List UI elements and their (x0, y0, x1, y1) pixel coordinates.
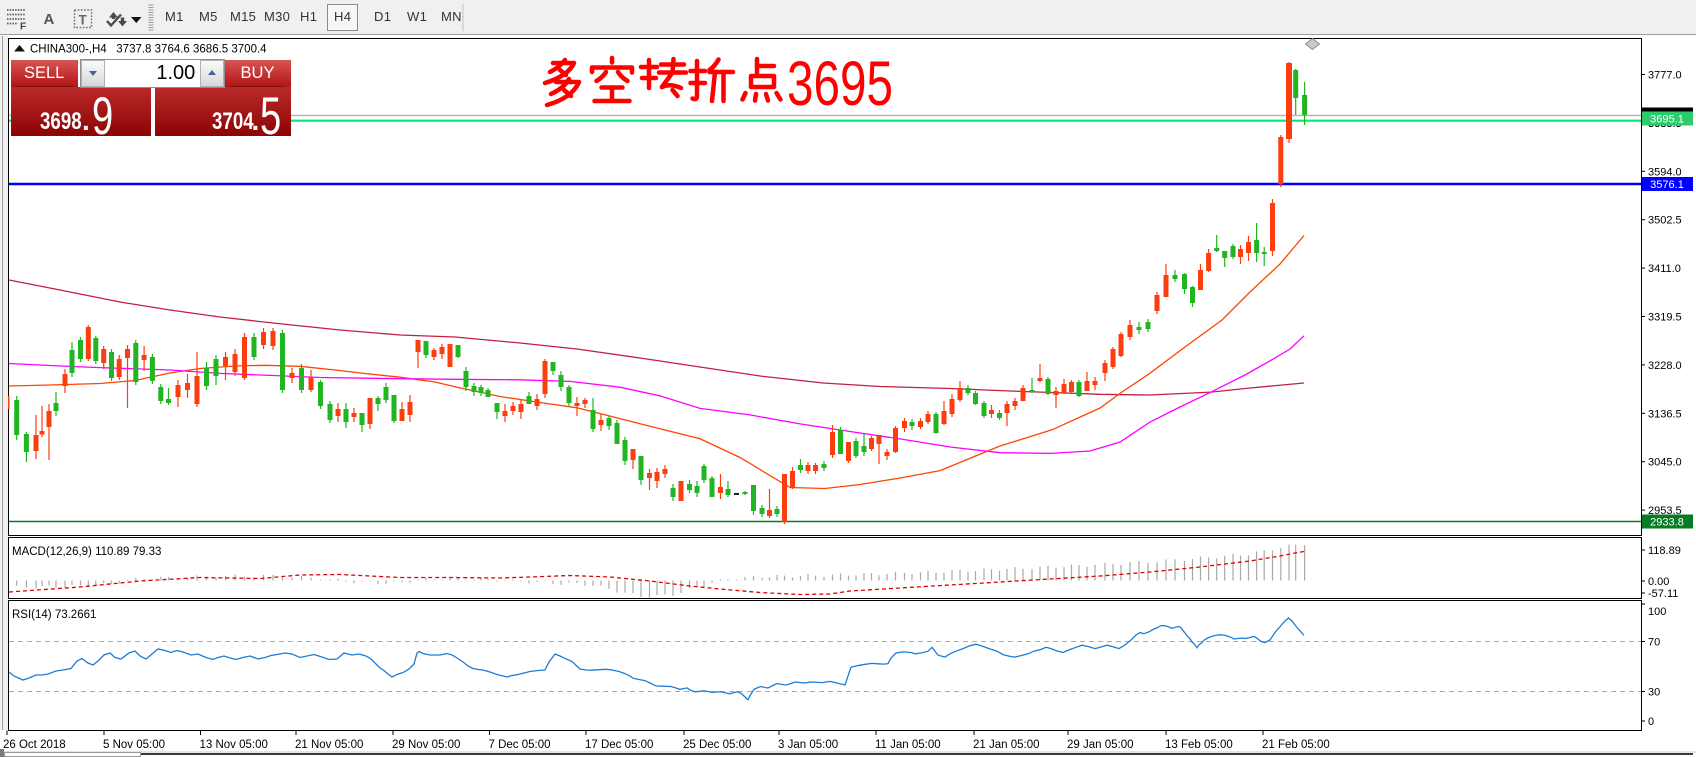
svg-text:3576.1: 3576.1 (1650, 179, 1684, 191)
svg-text:25 Dec 05:00: 25 Dec 05:00 (683, 739, 751, 751)
svg-text:21 Jan 05:00: 21 Jan 05:00 (973, 739, 1040, 751)
svg-text:3319.5: 3319.5 (1648, 312, 1682, 324)
svg-text:A: A (44, 11, 55, 28)
svg-text:CHINA300-,H4 3737.8 3764.6 3: CHINA300-,H4 3737.8 3764.6 3686.5 3700.4 (30, 44, 267, 56)
svg-text:30: 30 (1648, 687, 1660, 699)
svg-text:5 Nov 05:00: 5 Nov 05:00 (103, 739, 165, 751)
svg-text:29 Nov 05:00: 29 Nov 05:00 (392, 739, 460, 751)
svg-text:3695.1: 3695.1 (1650, 114, 1684, 126)
svg-text:70: 70 (1648, 637, 1660, 649)
svg-text:2953.5: 2953.5 (1648, 505, 1682, 517)
svg-text:17 Dec 05:00: 17 Dec 05:00 (585, 739, 653, 751)
svg-text:3228.0: 3228.0 (1648, 360, 1682, 372)
svg-text:13 Nov 05:00: 13 Nov 05:00 (200, 739, 268, 751)
svg-text:3695: 3695 (787, 49, 893, 119)
svg-text:3411.0: 3411.0 (1648, 263, 1681, 275)
svg-text:0.00: 0.00 (1648, 576, 1669, 588)
svg-text:2933.8: 2933.8 (1650, 517, 1684, 529)
svg-text:7 Dec 05:00: 7 Dec 05:00 (489, 739, 551, 751)
svg-text:11 Jan 05:00: 11 Jan 05:00 (875, 739, 941, 751)
svg-text:F: F (20, 22, 26, 33)
svg-text:3045.0: 3045.0 (1648, 457, 1682, 469)
svg-text:3502.5: 3502.5 (1648, 215, 1682, 227)
svg-text:-57.11: -57.11 (1648, 588, 1678, 600)
svg-text:3136.5: 3136.5 (1648, 408, 1682, 420)
svg-text:T: T (79, 13, 88, 28)
svg-text:21 Nov 05:00: 21 Nov 05:00 (295, 739, 363, 751)
svg-text:3594.0: 3594.0 (1648, 166, 1682, 178)
svg-text:100: 100 (1648, 606, 1666, 618)
svg-text:29 Jan 05:00: 29 Jan 05:00 (1067, 739, 1134, 751)
svg-text:118.89: 118.89 (1648, 545, 1681, 557)
svg-text:3 Jan 05:00: 3 Jan 05:00 (778, 739, 838, 751)
svg-text:13 Feb 05:00: 13 Feb 05:00 (1165, 739, 1233, 751)
svg-text:0: 0 (1648, 716, 1654, 728)
svg-text:26 Oct 2018: 26 Oct 2018 (3, 739, 66, 751)
svg-text:MACD(12,26,9) 110.89 79.33: MACD(12,26,9) 110.89 79.33 (12, 546, 161, 558)
svg-text:RSI(14) 73.2661: RSI(14) 73.2661 (12, 609, 96, 621)
svg-text:3777.0: 3777.0 (1648, 70, 1682, 82)
svg-text:21 Feb 05:00: 21 Feb 05:00 (1262, 739, 1330, 751)
